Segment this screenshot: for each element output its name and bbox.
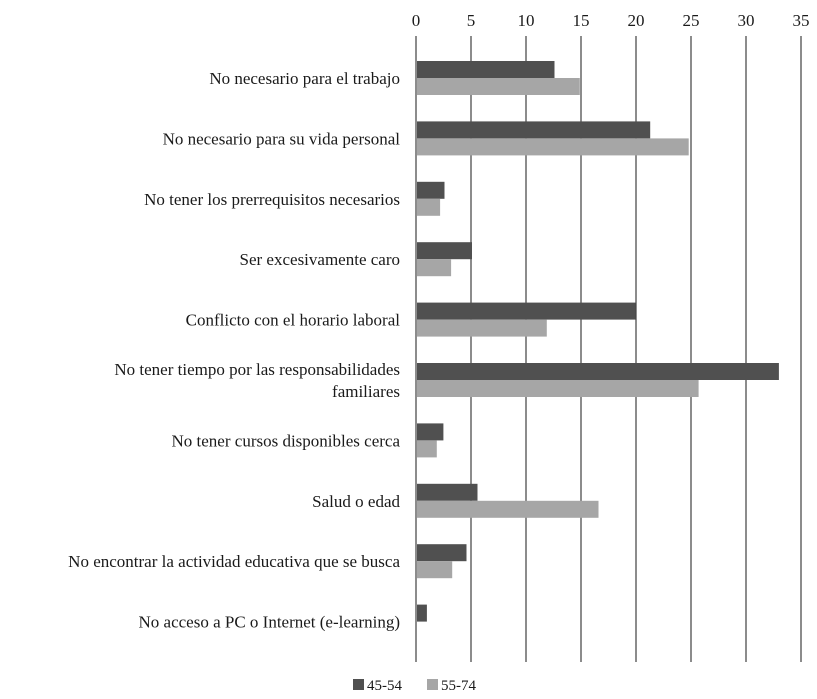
bar-45-54-3 (417, 181, 445, 199)
x-tick-label: 10 (518, 11, 535, 30)
category-label: Salud o edad (312, 492, 400, 511)
bar-55-74-3 (417, 198, 441, 216)
category-labels: No necesario para el trabajo No necesario… (68, 69, 400, 632)
category-label: familiares (332, 382, 400, 401)
bar-55-74-8 (417, 500, 599, 518)
category-label: No acceso a PC o Internet (e-learning) (139, 613, 401, 632)
category-label: Ser excesivamente caro (240, 250, 400, 269)
x-tick-label: 30 (738, 11, 755, 30)
bar-55-74-6 (417, 380, 699, 397)
category-label: No tener los prerrequisitos necesarios (144, 190, 400, 209)
x-tick-label: 5 (467, 11, 476, 30)
bar-45-54-9 (417, 544, 467, 562)
x-tick-label: 15 (573, 11, 590, 30)
legend-label-55-74: 55-74 (441, 678, 476, 694)
category-label: No tener tiempo por las responsabilidade… (114, 360, 400, 379)
category-label: Conflicto con el horario laboral (186, 311, 401, 330)
bar-45-54-10 (417, 604, 427, 622)
bar-55-74-5 (417, 319, 547, 337)
bar-55-74-7 (417, 440, 437, 458)
legend-label-45-54: 45-54 (367, 678, 402, 694)
x-tick-label: 0 (412, 11, 421, 30)
category-label: No necesario para su vida personal (163, 129, 401, 148)
category-label: No tener cursos disponibles cerca (172, 431, 401, 450)
bar-45-54-1 (417, 61, 555, 78)
category-label: No necesario para el trabajo (209, 69, 400, 88)
legend: 45-54 55-74 (353, 678, 476, 694)
bar-55-74-4 (417, 259, 452, 277)
bar-45-54-8 (417, 483, 478, 501)
bar-55-74-1 (417, 78, 580, 95)
x-tick-label: 20 (628, 11, 645, 30)
bar-55-74-9 (417, 561, 453, 579)
x-tick-label: 25 (683, 11, 700, 30)
bar-45-54-2 (417, 121, 651, 139)
bar-45-54-4 (417, 242, 472, 260)
legend-swatch-45-54 (353, 679, 364, 690)
bar-45-54-7 (417, 423, 444, 441)
category-label: No encontrar la actividad educativa que … (68, 552, 400, 571)
bar-55-74-2 (417, 138, 689, 156)
bars (417, 61, 779, 622)
x-axis: 0 5 10 15 20 25 30 35 (412, 11, 810, 30)
x-tick-label: 35 (793, 11, 810, 30)
bar-45-54-6 (417, 363, 779, 380)
bar-45-54-5 (417, 302, 636, 320)
legend-swatch-55-74 (427, 679, 438, 690)
